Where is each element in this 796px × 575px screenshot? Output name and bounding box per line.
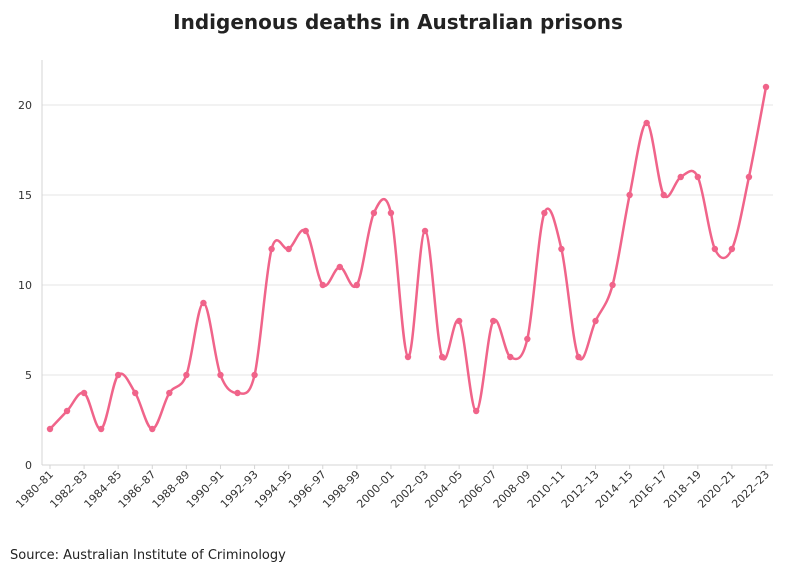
data-point xyxy=(490,317,497,325)
data-point xyxy=(677,173,684,181)
data-point xyxy=(217,371,224,379)
series-line xyxy=(48,85,768,431)
data-point xyxy=(643,119,650,127)
data-point xyxy=(234,389,241,397)
y-tick-label: 10 xyxy=(18,279,32,292)
data-point xyxy=(455,317,463,325)
data-point xyxy=(336,263,344,271)
data-point xyxy=(268,245,275,253)
data-point xyxy=(711,245,719,253)
data-point xyxy=(592,317,599,325)
data-point xyxy=(745,173,753,181)
data-point xyxy=(319,281,326,289)
data-point xyxy=(183,371,190,379)
data-point xyxy=(80,389,88,397)
data-point xyxy=(353,281,361,289)
data-points xyxy=(46,83,770,433)
chart-title: Indigenous deaths in Australian prisons xyxy=(173,10,623,34)
data-point xyxy=(387,209,395,217)
data-point xyxy=(609,281,616,289)
data-point xyxy=(114,371,122,379)
data-point xyxy=(438,353,446,361)
y-axis-ticks: 0 5 10 15 20 xyxy=(18,99,32,472)
y-tick-label: 20 xyxy=(18,99,32,112)
data-point xyxy=(46,425,54,433)
data-point xyxy=(660,191,667,199)
data-point xyxy=(302,227,309,235)
data-point xyxy=(472,407,480,415)
axes xyxy=(41,60,773,466)
data-point xyxy=(370,209,378,217)
source-note: Source: Australian Institute of Criminol… xyxy=(10,548,286,563)
data-point xyxy=(149,425,156,433)
data-point xyxy=(626,191,633,199)
data-point xyxy=(694,173,702,181)
x-tick-label: 2022–23 xyxy=(729,468,772,511)
data-point xyxy=(575,353,582,361)
y-tick-label: 15 xyxy=(18,189,32,202)
data-point xyxy=(251,371,258,379)
gridlines xyxy=(42,104,773,376)
data-point xyxy=(132,389,139,397)
data-point xyxy=(97,425,105,433)
data-point xyxy=(200,299,207,307)
data-point xyxy=(63,407,71,415)
data-point xyxy=(507,353,514,361)
y-tick-label: 0 xyxy=(25,459,32,472)
series xyxy=(48,85,768,431)
data-point xyxy=(404,353,412,361)
data-point xyxy=(166,389,173,397)
y-tick-label: 5 xyxy=(25,369,32,382)
data-point xyxy=(762,83,770,91)
data-point xyxy=(541,209,548,217)
x-axis-ticks: 1980–811982–831984–851986–871988–891990–… xyxy=(13,465,772,511)
data-point xyxy=(421,227,429,235)
data-point xyxy=(524,335,531,343)
data-point xyxy=(728,245,736,253)
data-point xyxy=(285,245,292,253)
data-point xyxy=(558,245,565,253)
